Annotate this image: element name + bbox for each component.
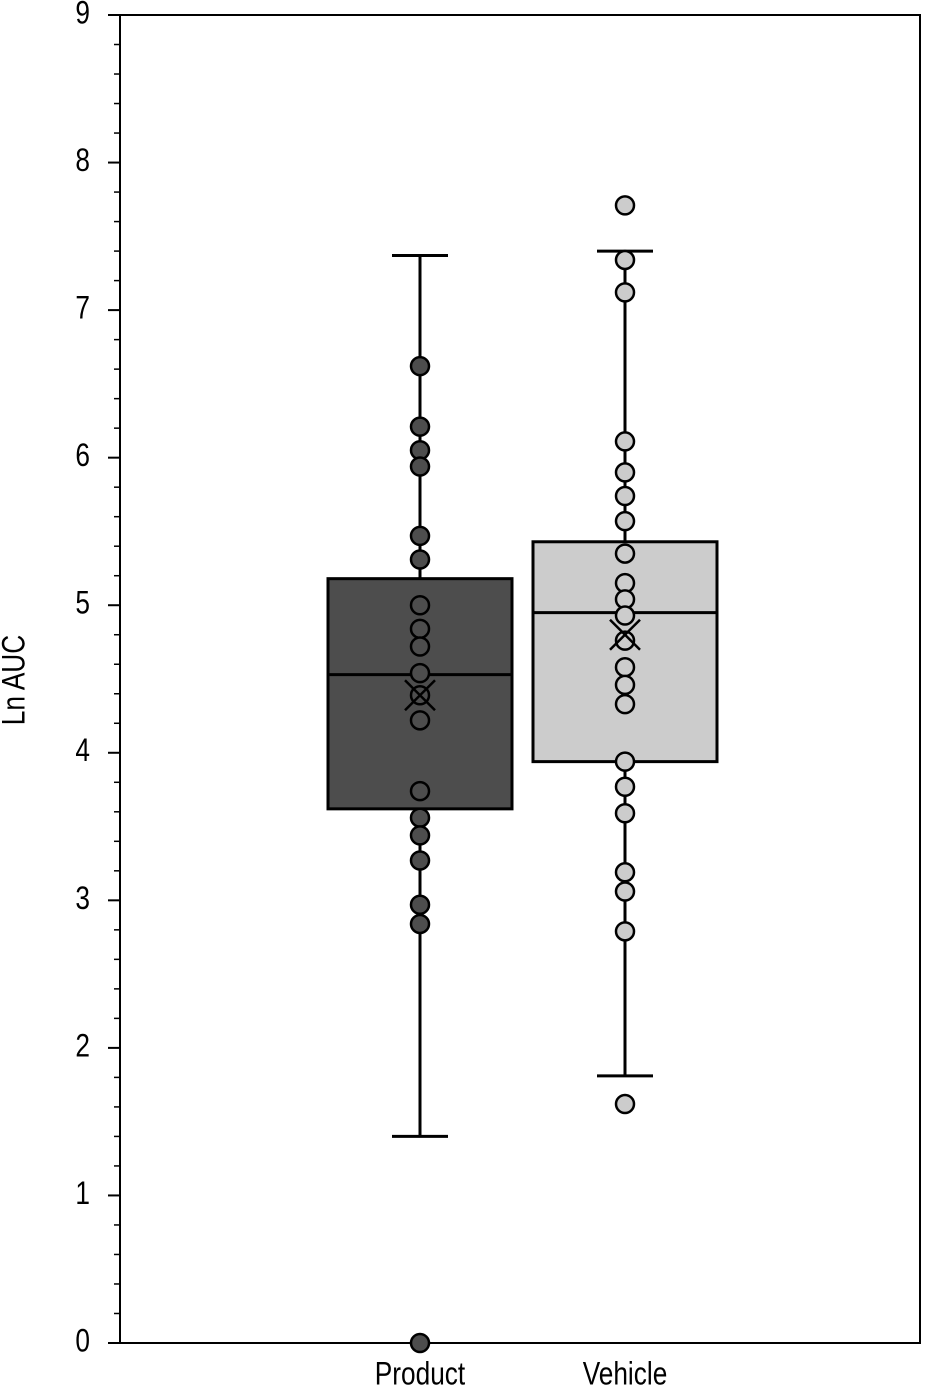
y-tick-label: 5 [75, 586, 90, 621]
point [614, 543, 636, 564]
x-tick-label: Product [375, 1357, 465, 1390]
point [614, 630, 636, 651]
y-tick-label: 7 [75, 291, 90, 326]
point [614, 862, 636, 883]
y-tick-label: 0 [75, 1324, 90, 1359]
point [409, 525, 431, 547]
point [409, 355, 431, 377]
point [409, 1332, 431, 1354]
point [614, 462, 636, 483]
mean-marker [609, 618, 641, 651]
point [409, 549, 431, 570]
point [614, 921, 636, 942]
point [614, 605, 636, 626]
y-tick-label: 6 [75, 439, 90, 474]
y-axis-label: Ln AUC [0, 635, 32, 725]
y-tick-label: 9 [75, 0, 90, 31]
point [409, 456, 431, 477]
point [614, 674, 636, 696]
y-tick-label: 2 [75, 1029, 90, 1064]
point [409, 894, 431, 916]
y-tick-label: 4 [75, 734, 90, 769]
point [614, 431, 636, 452]
point [614, 751, 636, 772]
point [409, 594, 431, 616]
point [614, 1093, 636, 1115]
point [614, 656, 636, 678]
point [614, 485, 636, 507]
plot-frame [119, 14, 921, 1344]
y-tick-label: 1 [75, 1177, 90, 1212]
point [614, 693, 636, 715]
point [409, 825, 431, 846]
point [614, 776, 636, 797]
point [614, 282, 636, 303]
point [614, 881, 636, 902]
y-tick-label: 8 [75, 144, 90, 179]
point [409, 636, 431, 657]
point [409, 710, 431, 731]
point [614, 803, 636, 824]
x-tick-label: Vehicle [583, 1357, 668, 1390]
point [409, 416, 431, 437]
point [409, 807, 431, 828]
point [409, 780, 431, 802]
point [409, 662, 431, 684]
point [614, 249, 636, 271]
point [614, 195, 636, 216]
point [614, 510, 636, 532]
point [409, 850, 431, 871]
y-tick-label: 3 [75, 881, 90, 916]
point [409, 913, 431, 935]
mean-marker [404, 679, 436, 712]
point [409, 618, 431, 640]
